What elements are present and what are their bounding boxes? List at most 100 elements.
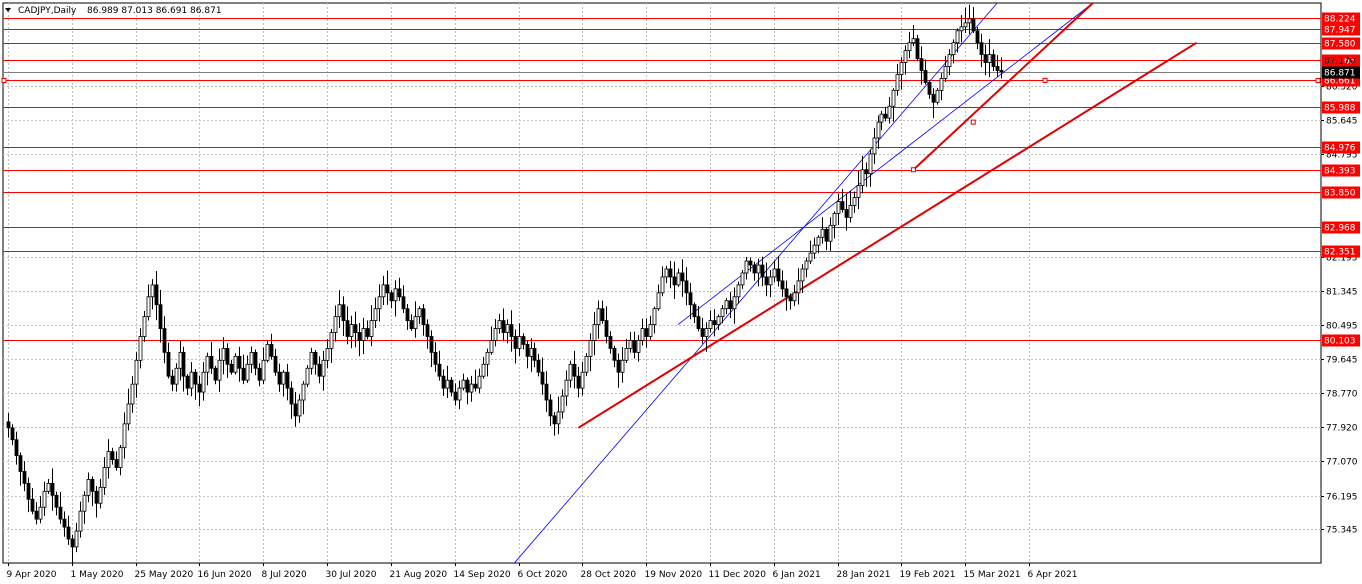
candle-body — [513, 336, 518, 349]
candle-body — [413, 316, 418, 329]
candle-body — [971, 18, 976, 32]
candle — [728, 291, 733, 319]
candle — [493, 319, 498, 347]
candle — [34, 502, 39, 525]
candle-body — [485, 351, 490, 365]
level-price-box — [1322, 23, 1360, 36]
candle-body — [532, 348, 537, 361]
candle-body — [341, 304, 346, 322]
candle-body — [572, 363, 577, 377]
candle — [142, 310, 147, 342]
candle-body — [385, 284, 390, 294]
candle-body — [293, 403, 298, 417]
x-tick-label: 6 Apr 2021 — [1028, 570, 1078, 580]
candle — [848, 190, 853, 223]
candle — [433, 342, 438, 372]
candle-body — [704, 328, 709, 337]
candle-body — [221, 348, 226, 361]
candle — [919, 46, 924, 85]
candle-body — [185, 375, 190, 389]
x-tick-label: 8 Jul 2020 — [262, 570, 307, 580]
candle-body — [864, 169, 869, 175]
candle — [772, 260, 777, 283]
candle-body — [297, 399, 302, 417]
candle — [70, 534, 75, 563]
candle — [253, 349, 258, 376]
candle — [329, 328, 334, 363]
candle — [684, 267, 689, 306]
candle — [556, 396, 561, 435]
candle — [405, 303, 410, 330]
candle — [333, 305, 338, 342]
candle — [481, 356, 486, 379]
candle — [469, 375, 474, 402]
candle — [987, 39, 992, 77]
candle — [943, 56, 948, 83]
trendline-short — [912, 2, 1094, 171]
candle — [923, 59, 928, 85]
candle — [568, 360, 573, 388]
candle-body — [919, 58, 924, 71]
candle — [592, 312, 597, 356]
candle — [584, 353, 589, 377]
candle — [166, 342, 171, 379]
candle-body — [776, 268, 781, 282]
candle — [517, 323, 522, 357]
candle-body — [421, 308, 426, 325]
candle-body — [389, 292, 394, 302]
x-tick-label: 15 Mar 2021 — [964, 570, 1021, 580]
candle — [82, 491, 87, 524]
candle — [852, 191, 857, 213]
candle-body — [752, 264, 757, 274]
candle — [353, 311, 358, 348]
candle-body — [860, 169, 865, 187]
candle — [600, 300, 605, 324]
candle-body — [158, 304, 163, 329]
candle-body — [548, 399, 553, 417]
candle — [724, 297, 729, 315]
candle-body — [26, 482, 31, 500]
candle-body — [417, 308, 422, 318]
candle-body — [146, 296, 151, 318]
y-tick-label: 77.920 — [1326, 424, 1358, 434]
x-tick-label: 28 Oct 2020 — [581, 570, 637, 580]
candle-body — [18, 455, 23, 472]
candle — [999, 57, 1004, 79]
candle-body — [22, 471, 27, 484]
ask-price-label: 87.170 — [1324, 57, 1356, 67]
candle — [644, 318, 649, 348]
candle — [241, 354, 246, 385]
candle-body — [808, 252, 813, 262]
candle — [836, 193, 841, 226]
candle-body — [540, 371, 545, 385]
candle-body — [477, 375, 482, 389]
candle — [608, 331, 613, 354]
candle — [409, 314, 414, 331]
candle-body — [804, 260, 809, 270]
candle — [325, 339, 330, 369]
time-axis: 9 Apr 2020 1 May 2020 25 May 2020 16 Jun 20… — [7, 563, 1078, 580]
candle-body — [907, 42, 912, 52]
candle-body — [449, 379, 454, 393]
candle-body — [78, 510, 83, 532]
level-price-box — [1322, 141, 1360, 154]
candle-body — [844, 209, 849, 218]
candle-body — [616, 359, 621, 373]
candle-body — [393, 288, 398, 302]
candle-body — [138, 336, 143, 361]
candle-body — [536, 359, 541, 373]
candle-body — [501, 320, 506, 333]
candle-body — [756, 264, 761, 274]
candle-body — [377, 296, 382, 310]
candle — [150, 279, 155, 310]
candle — [174, 363, 179, 392]
candle — [868, 149, 873, 187]
candle — [421, 304, 426, 336]
symbol-menu-icon[interactable] — [5, 8, 11, 12]
x-tick-label: 30 Jul 2020 — [326, 570, 377, 580]
candle-body — [94, 490, 99, 504]
level-price-label: 87.947 — [1324, 26, 1356, 36]
candle — [429, 330, 434, 367]
candle — [30, 488, 35, 515]
